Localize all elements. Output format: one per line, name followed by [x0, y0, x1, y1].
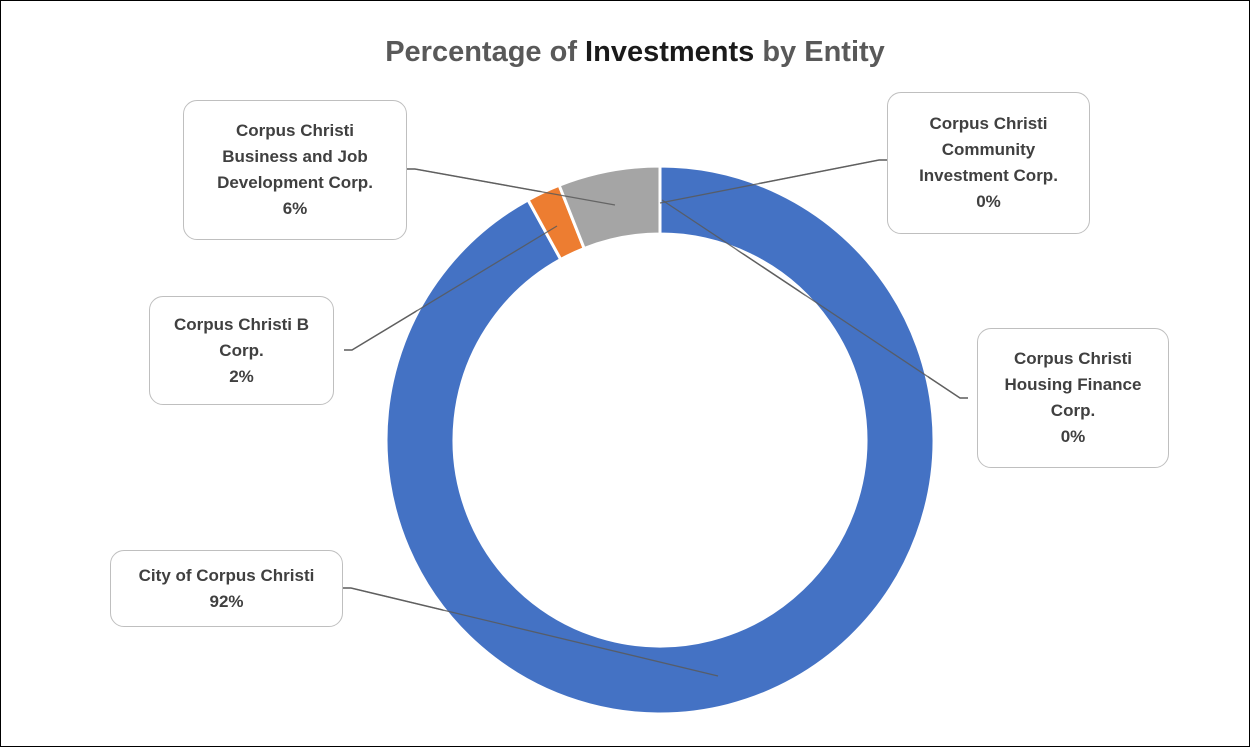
data-label-name-line: Corpus Christi — [235, 121, 355, 140]
data-label: Corpus Christi Housing Finance Corp. 0% — [977, 328, 1169, 468]
data-label: Corpus Christi Business and Job Developmen… — [183, 100, 407, 240]
leader-line-overlay — [344, 225, 558, 351]
data-label-name-line: Corpus Christi — [1013, 349, 1133, 368]
doughnut-slice — [384, 164, 936, 716]
leader-line-overlay — [407, 168, 616, 206]
data-label: City of Corpus Christi 92% — [110, 550, 343, 627]
chart-title-prefix: Percentage of — [385, 36, 586, 68]
leader-line-overlay — [659, 159, 887, 204]
leader-line-overlay — [343, 587, 719, 677]
doughnut-slice — [557, 164, 662, 251]
chart-title-emphasis: Investments — [585, 36, 755, 68]
chart-title-suffix: by Entity — [754, 36, 885, 68]
data-label-name-line: Corpus Christi — [929, 114, 1048, 133]
data-label-percent: 0% — [1060, 427, 1086, 446]
data-label-percent: 92% — [209, 591, 244, 611]
data-label: Corpus Christi Community Investment Corp. 0… — [887, 92, 1090, 234]
data-label-percent: 6% — [282, 199, 308, 218]
data-label-percent: 0% — [976, 192, 1001, 211]
data-label-name-line: Business and Job — [222, 147, 368, 166]
data-label-name-line: Corpus Christi B — [173, 314, 310, 334]
data-label-name-line: Investment Corp. — [919, 166, 1058, 185]
chart-title: Percentage of Investments by Entity — [0, 36, 1250, 69]
data-label-name-line: City of Corpus Christi — [138, 565, 315, 585]
data-label: Corpus Christi B Corp. 2% — [149, 296, 334, 405]
data-label-name-line: Corp. — [1050, 401, 1096, 420]
data-label-name-line: Housing Finance — [1004, 375, 1142, 394]
data-label-percent: 2% — [229, 366, 254, 386]
leader-line-overlay — [661, 199, 968, 399]
data-label-name-line: Community — [941, 140, 1036, 159]
data-label-name-line: Corp. — [219, 340, 264, 360]
data-label-name-line: Development Corp. — [217, 173, 373, 192]
